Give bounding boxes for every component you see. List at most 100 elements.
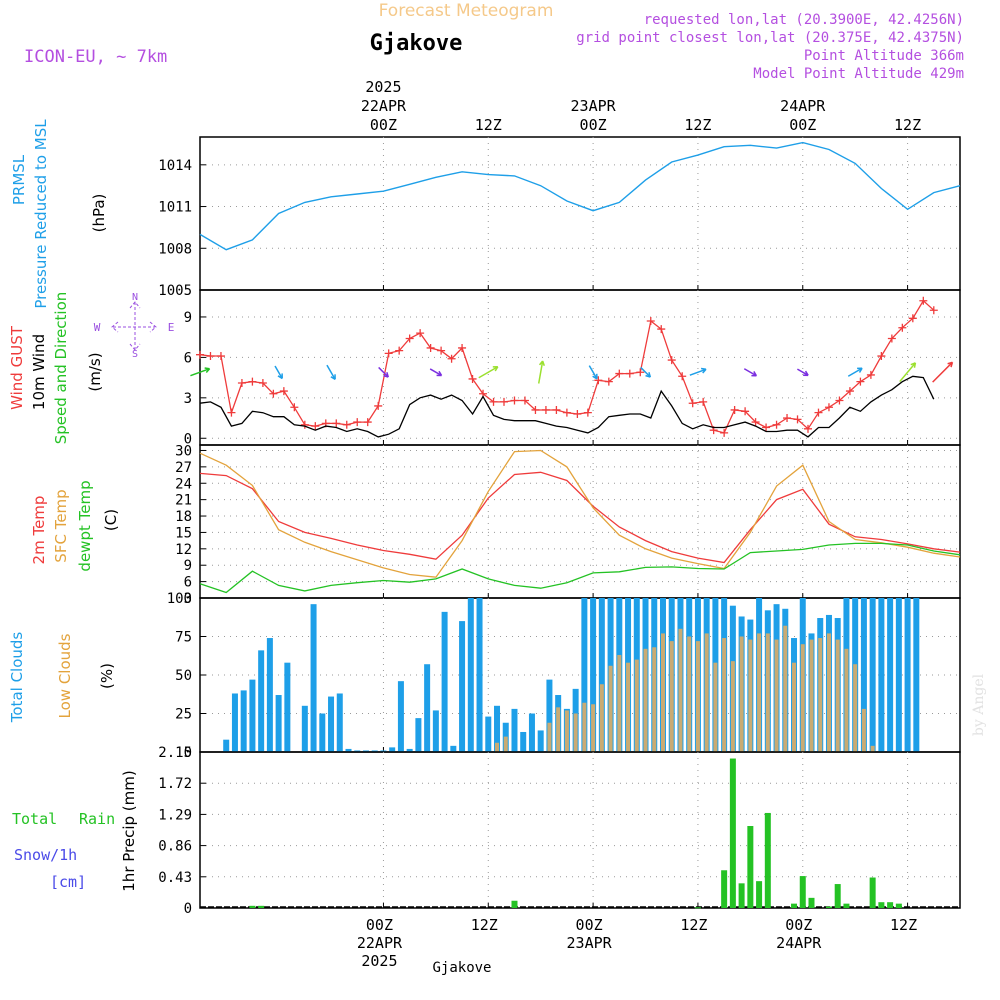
- total-clouds-bar: [441, 611, 448, 752]
- prmsl-label: PRMSL: [10, 154, 28, 205]
- time-label-top: 12Z: [684, 116, 711, 134]
- date-label-top: 22APR: [361, 97, 407, 115]
- wind-arrow-head: [947, 361, 954, 368]
- wind-ytick-label: 3: [184, 391, 192, 407]
- total-clouds-bar: [450, 745, 457, 752]
- gust-marker: [363, 418, 372, 427]
- dewpt-temp-line: [199, 542, 961, 594]
- clouds-panel: 100 75 50 25 0: [167, 591, 961, 761]
- low-clouds-bar: [800, 644, 805, 752]
- low-clouds-bar: [835, 639, 840, 752]
- pressure-frame: [199, 136, 961, 291]
- compass-s: S: [132, 349, 138, 360]
- gust-marker: [426, 343, 435, 352]
- clouds-ytick-label: 25: [175, 707, 192, 723]
- low-clouds-bar: [713, 662, 718, 752]
- gust-marker: [500, 397, 508, 406]
- gust-marker: [206, 352, 215, 361]
- gust-marker: [814, 408, 823, 417]
- gust-marker: [646, 317, 655, 325]
- rain-bar: [895, 903, 902, 908]
- gust-marker: [877, 352, 886, 361]
- footer-location: Gjakove: [432, 960, 491, 976]
- low-clouds-bar: [582, 702, 587, 752]
- low-clouds-bar: [774, 639, 779, 752]
- total-clouds-bar: [328, 696, 335, 752]
- total-clouds-bar: [904, 598, 911, 752]
- total-clouds-bar: [380, 750, 387, 752]
- gust-marker: [636, 368, 645, 377]
- wind-arrow-head: [751, 371, 758, 377]
- gust-marker: [562, 408, 571, 417]
- gust-marker: [196, 350, 204, 359]
- wind-arrow: [274, 365, 283, 379]
- low-clouds-bar: [617, 654, 622, 752]
- gust-marker: [300, 420, 309, 429]
- low-clouds-bar: [678, 628, 683, 752]
- low-clouds-bar: [695, 641, 700, 752]
- total-clouds-bar: [598, 598, 605, 752]
- product-title: Forecast Meteogram: [379, 1, 554, 21]
- gust-marker: [374, 401, 383, 410]
- low-clouds-bar: [730, 661, 735, 752]
- time-label-top: 00Z: [370, 116, 397, 134]
- date-label-top: 23APR: [571, 97, 617, 115]
- low-clouds-label: Low Clouds: [56, 633, 74, 718]
- temp2m-line: [199, 471, 961, 564]
- wind-arrow-head: [910, 362, 917, 368]
- wind-arrow: [537, 360, 544, 384]
- wind-arrow-head: [538, 360, 545, 366]
- clouds-ytick-label: 0: [184, 745, 192, 761]
- gust-marker: [552, 405, 561, 414]
- wind-arrow: [899, 362, 917, 383]
- temperature-frame: [199, 444, 961, 599]
- pressure-line: [199, 141, 961, 251]
- total-clouds-bar: [485, 716, 492, 752]
- rain-bar: [799, 876, 806, 908]
- clouds-ytick-label: 100: [167, 591, 192, 607]
- temperature-ytick-label: 3: [184, 591, 192, 607]
- gust-marker: [416, 329, 425, 338]
- clouds-ytick-label: 75: [175, 630, 192, 646]
- total-clouds-bar: [345, 748, 352, 752]
- total-clouds-bar: [581, 598, 588, 752]
- low-clouds-bar: [783, 625, 788, 752]
- gust-marker: [793, 415, 802, 424]
- model-label: ICON-EU, ~ 7km: [24, 47, 167, 67]
- time-label-bottom: 12Z: [680, 916, 707, 934]
- wind-arrow-head: [492, 365, 499, 372]
- date-label-top: 24APR: [780, 97, 826, 115]
- total-clouds-bar: [878, 598, 885, 752]
- total-clouds-bar: [275, 695, 282, 752]
- compass-rose: W E N S: [94, 292, 175, 360]
- gust-marker: [751, 418, 760, 427]
- total-clouds-bar: [301, 705, 308, 752]
- total-clouds-bar: [249, 679, 256, 752]
- gust-marker: [667, 356, 676, 365]
- rain-bar: [764, 812, 771, 908]
- pressure-panel: 1014 1011 1008 1005: [158, 136, 961, 299]
- gust-marker: [688, 399, 697, 408]
- gust-marker: [332, 419, 341, 428]
- sfc-temp-line: [199, 449, 961, 578]
- total-clouds-bar: [895, 598, 902, 752]
- pressure-ytick-label: 1014: [158, 158, 192, 174]
- low-clouds-bar: [573, 713, 578, 752]
- pressure-ytick-label: 1005: [158, 283, 192, 299]
- total-clouds-bar: [354, 750, 361, 752]
- gust-marker: [699, 397, 708, 406]
- low-clouds-bar: [643, 648, 648, 752]
- date-label-bottom: 24APR: [776, 934, 822, 952]
- total-clouds-bar: [389, 747, 396, 752]
- wind-arrow-head: [645, 372, 652, 378]
- precip-frame: [199, 751, 961, 909]
- temperature-ytick-label: 9: [184, 558, 192, 574]
- low-clouds-bar: [748, 639, 753, 752]
- gust-marker: [258, 379, 267, 387]
- year-label-top: 2025: [365, 78, 401, 96]
- wind-arrow-head: [857, 367, 863, 373]
- gust-marker: [216, 352, 225, 361]
- low-clouds-bar: [809, 639, 814, 752]
- pressure-ytick-label: 1008: [158, 241, 192, 257]
